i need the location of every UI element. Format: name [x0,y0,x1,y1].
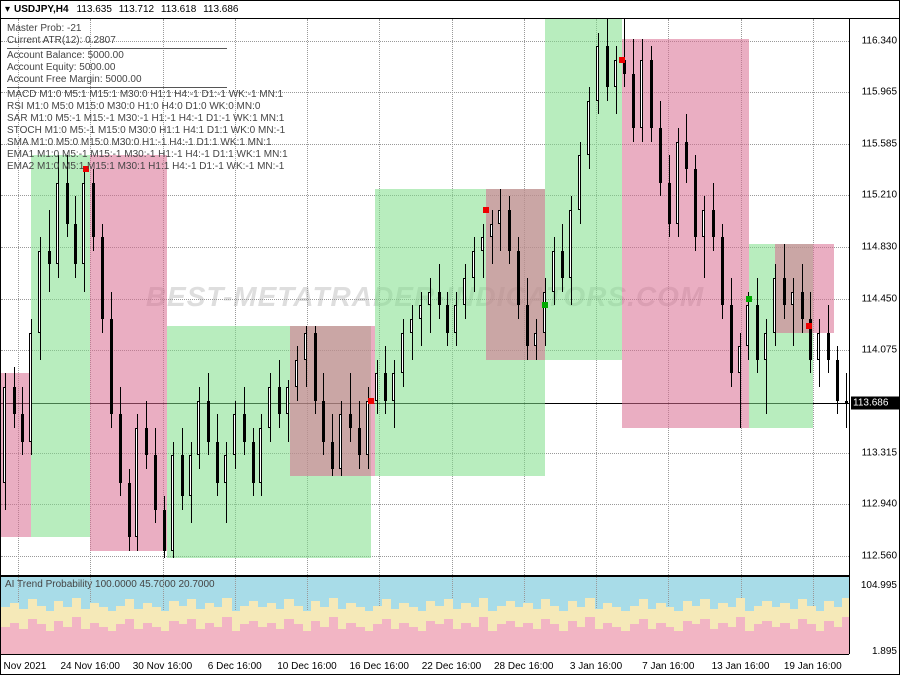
x-tick: 13 Jan 16:00 [712,661,770,672]
sub-y-tick: 104.995 [861,580,897,591]
ind-rsi: RSI M1:0 M5:0 M15:0 M30:0 H1:0 H4:0 D1:0… [7,101,288,113]
y-tick: 113.315 [862,448,897,459]
account-equity: Account Equity: 5000.00 [7,62,288,74]
signal-arrow-green [542,302,548,308]
y-tick: 112.560 [862,551,897,562]
x-tick: 19 Jan 16:00 [784,661,842,672]
ind-sma: SMA M1:0 M5:0 M15:0 M30:0 H1:-1 H4:-1 D1… [7,137,288,149]
y-tick: 114.450 [862,293,897,304]
sub-indicator-panel[interactable]: AI Trend Probability 100.0000 45.7000 20… [1,576,849,654]
x-tick: 10 Dec 16:00 [277,661,337,672]
atr-value: Current ATR(12): 0.2807 [7,35,288,47]
signal-arrow-red [483,207,489,213]
price-y-axis: 116.340 115.965 115.585 115.210 114.830 114.4… [849,19,899,576]
y-tick: 115.210 [862,189,897,200]
symbol-label: USDJPY,H4 [14,4,68,15]
close-icon[interactable]: ▾ [5,4,10,15]
ohlc-values: 113.635 113.712 113.618 113.686 [77,4,243,15]
ind-ema2: EMA2 M1:0 M5:1 M15:1 M30:1 H1:1 H4:-1 D1… [7,161,288,173]
x-tick: 6 Dec 16:00 [208,661,262,672]
x-tick: 24 Nov 16:00 [61,661,121,672]
account-margin: Account Free Margin: 5000.00 [7,74,288,86]
y-tick: 114.075 [862,344,897,355]
x-tick: 18 Nov 2021 [0,661,46,672]
y-tick: 115.585 [862,138,897,149]
chart-header: ▾ USDJPY,H4 113.635 113.712 113.618 113.… [1,1,899,19]
y-tick: 115.965 [862,86,897,97]
x-tick: 28 Dec 16:00 [494,661,554,672]
master-prob: Master Prob: -21 [7,23,288,35]
ind-macd: MACD M1:0 M5:1 M15:1 M30:0 H1:1 H4:-1 D1… [7,89,288,101]
y-tick: 112.940 [862,499,897,510]
ind-sar: SAR M1:0 M5:-1 M15:-1 M30:-1 H1:-1 H4:-1… [7,113,288,125]
signal-arrow-green [746,296,752,302]
zone-green [545,19,622,360]
y-tick: 114.830 [862,241,897,252]
current-price-marker: 113.686 [851,396,899,409]
signal-arrow-red [619,57,625,63]
signal-arrow-red [368,398,374,404]
x-tick: 7 Jan 16:00 [642,661,694,672]
x-tick: 16 Dec 16:00 [350,661,410,672]
x-tick: 22 Dec 16:00 [422,661,482,672]
y-tick: 116.340 [862,35,897,46]
signal-arrow-red [806,323,812,329]
sub-y-tick: 1.895 [872,646,897,657]
info-overlay: Master Prob: -21 Current ATR(12): 0.2807… [7,23,288,173]
chart-container: ▾ USDJPY,H4 113.635 113.712 113.618 113.… [0,0,900,675]
grid-h [1,556,849,557]
account-balance: Account Balance: 5000.00 [7,50,288,62]
time-x-axis: 18 Nov 2021 24 Nov 16:00 30 Nov 16:00 6 Dec… [1,654,849,674]
x-tick: 3 Jan 16:00 [570,661,622,672]
ind-ema1: EMA1 M1:0 M5:-1 M15:-1 M30:-1 H1:-1 H4:-… [7,149,288,161]
ind-stoch: STOCH M1:0 M5:-1 M15:0 M30:0 H1:1 H4:1 D… [7,125,288,137]
sub-y-axis: 104.995 1.895 [849,576,899,654]
sub-label: AI Trend Probability 100.0000 45.7000 20… [5,579,215,590]
x-tick: 30 Nov 16:00 [133,661,193,672]
